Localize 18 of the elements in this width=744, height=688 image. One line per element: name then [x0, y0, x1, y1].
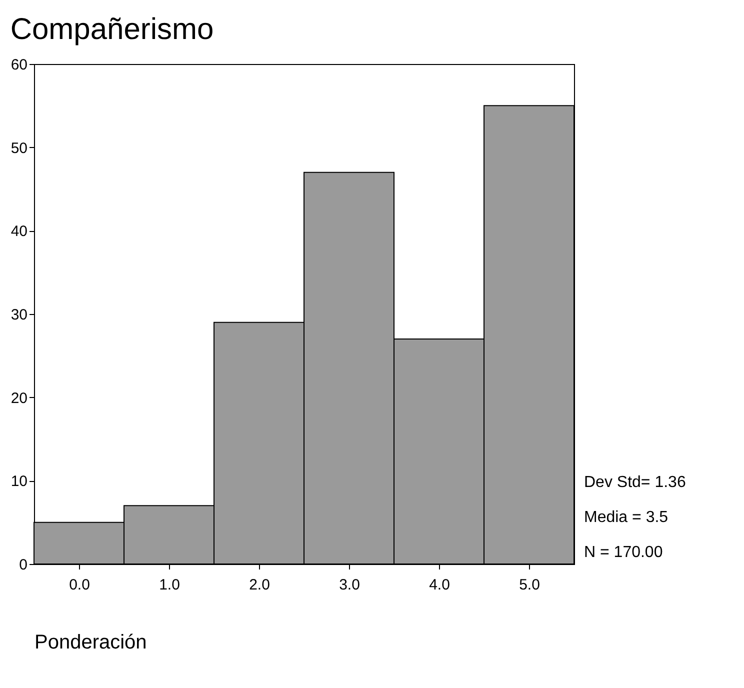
- x-tick-label: 4.0: [429, 576, 450, 594]
- y-tick-label: 10: [10, 473, 28, 490]
- x-tick-label: 1.0: [159, 576, 180, 594]
- y-tick-label: 30: [10, 306, 28, 324]
- x-tick-label: 3.0: [339, 576, 360, 594]
- y-tick-label: 40: [10, 223, 28, 240]
- x-tick-label: 5.0: [519, 576, 540, 594]
- chart-title: Compañerismo: [10, 13, 214, 46]
- x-axis-title: Ponderación: [34, 632, 147, 654]
- x-tick-label: 2.0: [249, 576, 270, 594]
- text: Dev Std= 1.36: [584, 474, 686, 491]
- y-tick-label: 50: [10, 140, 28, 157]
- y-tick-label: 60: [10, 56, 28, 74]
- x-tick-label: 0.0: [69, 576, 90, 594]
- text: Media = 3.5: [584, 509, 668, 526]
- y-tick-label: 0: [19, 556, 28, 574]
- y-tick-label: 20: [10, 390, 28, 407]
- text: N = 170.00: [584, 544, 663, 561]
